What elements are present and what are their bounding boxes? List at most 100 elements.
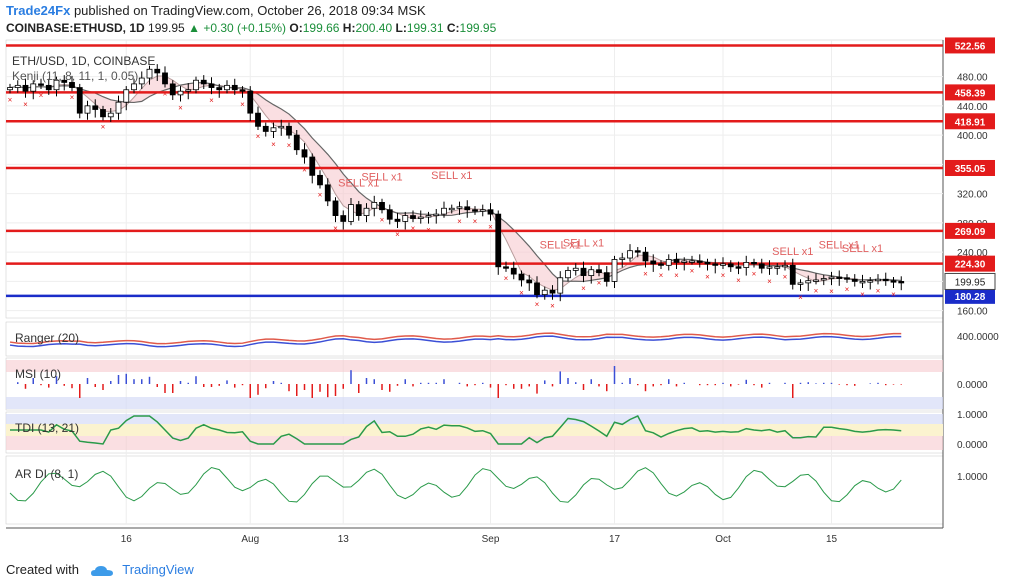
candle [820,278,827,281]
sar-marker: × [550,302,555,311]
candle [890,280,897,283]
candle [634,250,641,253]
sar-marker: × [829,287,834,296]
indicator-tick: 0.0000 [957,380,988,391]
tradingview-link[interactable]: TradingView [122,562,194,577]
candle [317,174,323,186]
candle [441,207,447,215]
level-tag-label: 458.39 [955,88,986,99]
candle [14,84,21,88]
candle [503,266,509,269]
y-tick-label: 480.00 [957,73,988,84]
candle [76,87,83,114]
low-value: 199.31 [406,21,444,35]
sell-signal-label: SELL x1 [540,240,581,252]
candle [782,264,788,268]
x-tick-label: 17 [609,534,621,545]
tdi-mid-band [6,424,943,436]
candle [588,269,595,276]
sell-signal-label: SELL x1 [361,171,402,183]
sar-marker: × [736,276,741,285]
kenji-slow-line [9,82,902,283]
candle [487,209,494,215]
level-tag-bg [945,255,995,272]
sar-marker: × [643,270,648,279]
candle [138,77,145,85]
candle [38,83,44,86]
sar-marker: × [8,95,13,104]
candle [355,204,362,216]
sell-signal-label: SELL x1 [563,237,604,249]
sar-marker: × [845,285,850,294]
indicator-title: TDI (13, 21) [15,421,79,435]
sar-marker: × [209,96,214,105]
level-tag-bg [945,113,995,130]
candle [379,202,385,211]
candle [270,127,277,132]
msi-lower-band [6,397,943,409]
candle [177,90,184,96]
x-tick-label: 13 [338,534,350,545]
sar-marker: × [721,271,726,280]
candle [549,289,556,294]
level-tag-label: 418.91 [955,117,986,128]
sar-marker: × [876,286,881,295]
y-tick-label: 400.00 [957,131,988,142]
author-name[interactable]: Trade24Fx [6,3,71,18]
candle [797,282,804,285]
sar-marker: × [240,100,245,109]
high-label: H: [342,21,356,35]
msi-upper-band [6,360,943,372]
candle [231,84,238,91]
candle [200,79,207,85]
triangle-up-icon: ▲ [188,21,200,35]
candle [472,209,478,212]
candle [247,90,254,114]
candle [239,89,246,92]
sar-marker: × [380,215,385,224]
sar-marker: × [659,271,664,280]
created-with-text: Created with [6,562,79,577]
sar-marker: × [597,278,602,287]
kenji-fast-line [9,75,902,291]
sar-marker: × [488,223,493,232]
candle [224,84,230,91]
last-price-label: 199.95 [955,277,986,288]
candle [84,105,91,114]
sar-marker: × [256,132,261,141]
candle [658,263,664,266]
candle [417,216,424,219]
sar-marker: × [333,224,338,233]
candle [433,213,440,217]
sar-marker: × [783,272,788,281]
candle [386,209,393,220]
candle [650,260,657,265]
sar-marker: × [70,93,75,102]
candle [898,281,905,284]
level-tag-label: 355.05 [955,164,986,175]
sell-signal-label: SELL x1 [338,177,379,189]
candle [727,263,734,268]
indicator-tick: 1.0000 [957,472,988,483]
candle [479,209,486,212]
candle [30,83,37,92]
x-tick-label: Oct [715,534,731,545]
y-tick-label: 160.00 [957,307,988,318]
candle [286,125,292,136]
level-tag-bg [945,84,995,101]
last-price-tag [944,272,996,290]
candle [642,251,649,262]
sar-marker: × [752,270,757,279]
x-tick-label: 15 [826,534,838,545]
candle [681,260,688,263]
y-tick-label: 320.00 [957,190,988,201]
indicator-title: AR DI (8, 1) [15,467,78,481]
candle [603,272,610,282]
candle [363,207,370,216]
candle [45,84,52,91]
sar-marker: × [473,217,478,226]
candle [712,263,719,266]
candle [743,261,750,268]
candle [805,280,812,284]
